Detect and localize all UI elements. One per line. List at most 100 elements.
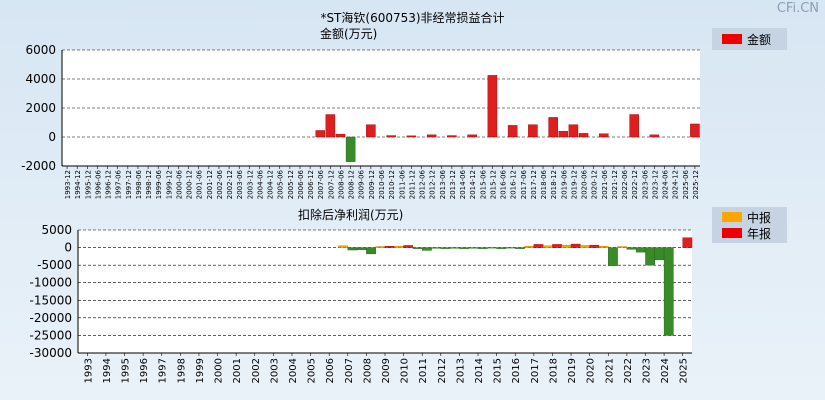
- top-bar: [345, 136, 356, 162]
- top-x-tick-label: 2025-12: [692, 170, 700, 199]
- top-x-tick-label: 2016-12: [510, 170, 518, 199]
- top-x-tick-label: 1996-12: [105, 170, 113, 199]
- bottom-bar-annual: [515, 247, 525, 249]
- top-bar: [467, 134, 477, 138]
- top-bar: [406, 135, 417, 138]
- top-bar: [578, 133, 589, 138]
- top-legend-box: [712, 28, 787, 50]
- bottom-legend-label: 年报: [747, 226, 771, 241]
- bottom-x-tick-label: 2015: [493, 358, 504, 383]
- bottom-x-tick-label: 1999: [195, 358, 206, 383]
- bottom-bar-midyear: [635, 247, 646, 253]
- top-x-tick-label: 2019-06: [560, 169, 568, 199]
- bottom-bar-midyear: [394, 245, 404, 248]
- top-x-tick-label: 2011-06: [398, 169, 406, 199]
- bottom-bar-annual: [645, 247, 655, 266]
- bottom-x-tick-label: 2013: [455, 358, 466, 383]
- top-x-tick-label: 2018-12: [550, 170, 558, 199]
- bottom-x-tick-label: 2009: [381, 358, 392, 383]
- bottom-x-tick-label: 2019: [567, 358, 578, 383]
- bottom-x-tick-label: 2020: [586, 358, 597, 383]
- top-x-tick-label: 2008-12: [348, 170, 356, 199]
- top-x-tick-label: 2001-06: [196, 169, 204, 199]
- bottom-x-tick-label: 2021: [604, 358, 615, 383]
- bottom-x-tick-label: 2005: [307, 358, 318, 383]
- top-x-tick-label: 2003-06: [236, 169, 244, 199]
- bottom-x-tick-label: 2024: [660, 358, 671, 383]
- top-bar: [548, 117, 558, 138]
- bottom-bar-midyear: [356, 247, 367, 250]
- top-bar: [366, 124, 376, 138]
- bottom-bar-midyear: [524, 245, 535, 248]
- top-x-tick-label: 2024-12: [672, 170, 680, 199]
- bottom-bar-annual: [533, 244, 544, 248]
- bottom-bar-midyear: [617, 246, 628, 248]
- bottom-x-tick-label: 2017: [530, 358, 541, 383]
- top-bar: [325, 114, 336, 138]
- top-x-tick-label: 2023-06: [641, 169, 649, 199]
- bottom-bar-annual: [440, 247, 451, 249]
- bottom-y-tick-label: -30000: [29, 346, 72, 360]
- top-x-tick-label: 2003-12: [246, 170, 254, 199]
- bottom-bar-annual: [496, 247, 507, 249]
- top-bar: [568, 124, 579, 138]
- top-x-tick-label: 2022-12: [631, 170, 639, 199]
- bottom-x-tick-label: 2014: [474, 358, 485, 383]
- top-bar: [599, 133, 609, 138]
- top-x-tick-label: 1998-12: [145, 170, 153, 199]
- top-bar: [487, 75, 498, 138]
- bottom-plot-area: [78, 230, 692, 353]
- bottom-x-tick-label: 2011: [418, 358, 429, 383]
- bottom-bar-midyear: [598, 245, 609, 248]
- bottom-x-tick-label: 2023: [641, 358, 652, 383]
- top-x-tick-label: 2002-06: [216, 169, 224, 199]
- top-x-tick-label: 2013-06: [439, 169, 447, 199]
- top-bar: [690, 123, 700, 138]
- top-bar: [426, 134, 437, 138]
- top-x-tick-label: 2000-06: [175, 169, 183, 199]
- bottom-x-tick-label: 2003: [269, 358, 280, 383]
- top-x-tick-label: 2020-06: [581, 169, 589, 199]
- bottom-bar-annual: [682, 237, 693, 248]
- top-x-tick-label: 2013-12: [449, 170, 457, 199]
- bottom-x-tick-label: 2006: [325, 358, 336, 383]
- top-x-tick-label: 2022-06: [621, 169, 629, 199]
- bottom-bar-midyear: [431, 247, 442, 249]
- top-x-tick-label: 1999-12: [165, 170, 173, 199]
- top-x-tick-label: 1994-12: [74, 170, 82, 199]
- bottom-bar-midyear: [375, 246, 386, 248]
- bottom-x-tick-label: 2008: [362, 358, 373, 383]
- bottom-x-tick-label: 1997: [158, 358, 169, 383]
- top-x-tick-label: 2015-12: [489, 170, 497, 199]
- top-x-tick-label: 2012-06: [419, 169, 427, 199]
- top-bar: [629, 114, 639, 138]
- top-x-tick-label: 2016-06: [500, 169, 508, 199]
- top-x-tick-label: 2002-12: [226, 170, 234, 199]
- bottom-bar-annual: [477, 247, 488, 249]
- bottom-bar-annual: [608, 247, 618, 267]
- top-x-tick-label: 2000-12: [186, 170, 194, 199]
- top-x-tick-label: 2009-12: [368, 170, 376, 199]
- bottom-bar-annual: [589, 244, 600, 248]
- top-x-tick-label: 1993-12: [64, 170, 72, 199]
- bottom-bar-annual: [570, 243, 581, 248]
- top-x-tick-label: 2007-06: [317, 169, 325, 199]
- top-x-tick-label: 2021-06: [601, 169, 609, 199]
- top-x-tick-label: 2005-06: [277, 169, 285, 199]
- bottom-bar-annual: [663, 247, 674, 336]
- top-x-tick-label: 2004-12: [267, 170, 275, 199]
- bottom-bar-midyear: [505, 247, 516, 249]
- bottom-bar-midyear: [580, 245, 590, 248]
- top-x-tick-label: 2004-06: [256, 169, 264, 199]
- top-legend-swatch: [722, 34, 742, 44]
- top-x-tick-label: 2020-12: [591, 170, 599, 199]
- top-y-tick-label: -2000: [21, 159, 56, 173]
- bottom-bar-annual: [366, 247, 376, 255]
- top-legend-label: 金额: [747, 32, 771, 47]
- bottom-y-tick-label: 5000: [41, 223, 72, 237]
- bottom-x-tick-label: 2004: [288, 358, 299, 383]
- top-x-tick-label: 2017-12: [530, 170, 538, 199]
- bottom-x-tick-label: 2002: [251, 358, 262, 383]
